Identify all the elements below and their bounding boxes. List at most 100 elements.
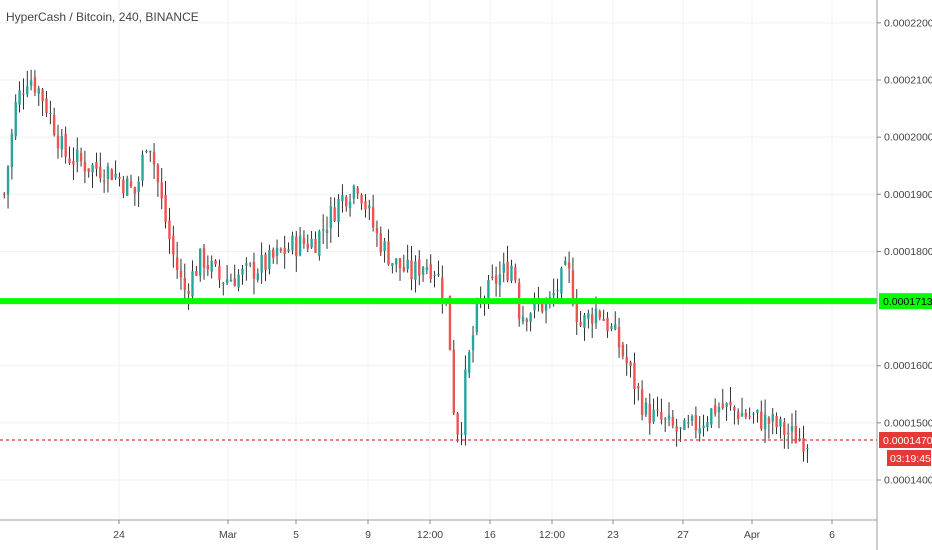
candle-body xyxy=(252,262,256,279)
candle xyxy=(625,344,628,376)
candle xyxy=(402,254,406,273)
candle-body xyxy=(667,415,671,420)
candle xyxy=(210,255,213,279)
candle-body xyxy=(767,417,771,424)
candle xyxy=(383,237,386,263)
candle-body xyxy=(222,282,225,284)
candle xyxy=(10,128,14,180)
candle xyxy=(706,416,709,432)
time-tick-label: 12:00 xyxy=(539,529,565,541)
candle-body xyxy=(356,188,359,194)
candle xyxy=(187,283,190,310)
candle xyxy=(268,244,271,275)
candle-body xyxy=(452,349,456,414)
candle xyxy=(521,305,525,325)
candle-body xyxy=(164,195,167,222)
candle xyxy=(556,278,559,302)
candle xyxy=(102,169,106,193)
time-axis[interactable]: 24 Mar 5 9 12:00 16 12:00 23 27 Apr 6 xyxy=(0,519,877,541)
candle-body xyxy=(229,279,233,282)
candle-body xyxy=(179,270,183,278)
candle xyxy=(160,167,163,210)
candle-body xyxy=(556,290,559,292)
candle-body xyxy=(552,293,555,296)
candle-body xyxy=(29,80,33,86)
candle xyxy=(506,245,509,283)
candle-body xyxy=(587,313,590,319)
candle xyxy=(441,265,444,314)
candle xyxy=(414,255,417,293)
candle xyxy=(72,147,75,181)
candle-body xyxy=(464,369,467,435)
candle-body xyxy=(26,86,29,95)
candle-body xyxy=(264,254,267,270)
candle-body xyxy=(418,259,421,276)
candle xyxy=(333,197,336,222)
candle xyxy=(598,309,602,321)
candle xyxy=(667,402,671,427)
candle xyxy=(198,248,202,282)
candle xyxy=(49,100,52,125)
candle-body xyxy=(567,262,571,269)
candle-body xyxy=(206,265,210,270)
candle xyxy=(602,309,605,321)
candle-body xyxy=(33,77,37,93)
candle-body xyxy=(487,280,490,304)
candle-body xyxy=(775,416,778,428)
candle xyxy=(406,244,409,273)
candle-body xyxy=(149,150,152,153)
candle xyxy=(786,423,790,450)
time-tick-label: 12:00 xyxy=(417,529,443,541)
candle-body xyxy=(640,389,644,415)
candle xyxy=(410,245,413,291)
candle xyxy=(756,409,759,423)
candle xyxy=(264,252,267,282)
candle xyxy=(502,252,505,283)
candle-body xyxy=(371,207,375,228)
candle xyxy=(368,199,371,221)
candle xyxy=(37,85,40,106)
candle xyxy=(56,124,60,159)
candle-body xyxy=(687,422,690,424)
candle xyxy=(175,241,179,279)
candle-body xyxy=(6,166,10,195)
candle xyxy=(260,242,263,284)
candle xyxy=(325,216,329,249)
candle-body xyxy=(467,352,471,373)
candle xyxy=(656,396,659,417)
candle-body xyxy=(602,319,605,321)
candle xyxy=(256,268,260,283)
candle xyxy=(614,311,617,331)
candle xyxy=(675,418,678,447)
price-tick-label: 0.0002000 xyxy=(884,132,932,144)
candle xyxy=(3,192,6,199)
price-axis[interactable]: 0.0001400 0.0001500 0.0001600 0.0001800 0.00… xyxy=(876,0,932,550)
candle-body xyxy=(660,412,663,420)
time-tick-label: 24 xyxy=(113,529,125,541)
candle-body xyxy=(541,303,544,312)
candle-body xyxy=(352,185,356,199)
candle-body xyxy=(391,263,394,267)
candle xyxy=(245,257,248,281)
candle-body xyxy=(387,241,390,265)
candle xyxy=(564,256,567,266)
candle xyxy=(694,406,698,439)
candle xyxy=(222,281,225,296)
candle-body xyxy=(191,271,194,297)
candle-body xyxy=(256,273,260,280)
candle-body xyxy=(425,267,429,271)
candle xyxy=(575,289,578,335)
candle-body xyxy=(245,263,248,266)
candle-body xyxy=(437,274,440,276)
candle-body xyxy=(671,417,675,426)
candle xyxy=(671,409,675,429)
candle-body xyxy=(717,406,721,413)
candle xyxy=(690,414,694,426)
candle xyxy=(491,264,494,281)
candle xyxy=(218,259,221,288)
candle-body xyxy=(694,415,698,431)
candle xyxy=(464,355,467,446)
candle xyxy=(763,399,767,444)
